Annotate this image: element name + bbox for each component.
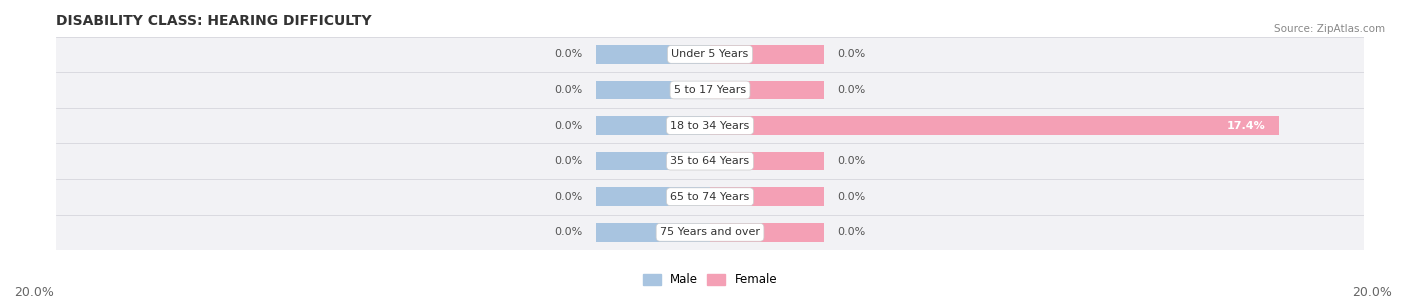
Bar — [596, 116, 710, 135]
Legend: Male, Female: Male, Female — [638, 269, 782, 291]
Bar — [56, 143, 1364, 179]
Bar — [56, 179, 1364, 214]
Bar — [710, 116, 1279, 135]
Text: 20.0%: 20.0% — [1353, 286, 1392, 299]
Bar — [56, 72, 1364, 108]
Text: 5 to 17 Years: 5 to 17 Years — [673, 85, 747, 95]
Text: 0.0%: 0.0% — [554, 192, 582, 202]
Bar — [710, 188, 824, 206]
Bar — [710, 81, 824, 99]
Bar — [596, 45, 710, 64]
Text: 75 Years and over: 75 Years and over — [659, 227, 761, 237]
Text: 0.0%: 0.0% — [838, 192, 866, 202]
Text: 0.0%: 0.0% — [554, 85, 582, 95]
Bar — [56, 214, 1364, 250]
Bar — [596, 152, 710, 170]
Bar — [710, 152, 824, 170]
Bar — [56, 108, 1364, 143]
Text: DISABILITY CLASS: HEARING DIFFICULTY: DISABILITY CLASS: HEARING DIFFICULTY — [56, 15, 371, 28]
Text: 0.0%: 0.0% — [838, 85, 866, 95]
Text: Source: ZipAtlas.com: Source: ZipAtlas.com — [1274, 24, 1385, 34]
Text: Under 5 Years: Under 5 Years — [672, 49, 748, 59]
Text: 0.0%: 0.0% — [554, 120, 582, 131]
Text: 0.0%: 0.0% — [838, 227, 866, 237]
Text: 0.0%: 0.0% — [838, 49, 866, 59]
Bar — [710, 223, 824, 242]
Bar — [710, 45, 824, 64]
Text: 0.0%: 0.0% — [554, 49, 582, 59]
Bar — [56, 37, 1364, 72]
Bar — [596, 223, 710, 242]
Text: 17.4%: 17.4% — [1227, 120, 1265, 131]
Text: 65 to 74 Years: 65 to 74 Years — [671, 192, 749, 202]
Bar — [596, 188, 710, 206]
Text: 18 to 34 Years: 18 to 34 Years — [671, 120, 749, 131]
Text: 0.0%: 0.0% — [554, 227, 582, 237]
Text: 20.0%: 20.0% — [14, 286, 53, 299]
Text: 35 to 64 Years: 35 to 64 Years — [671, 156, 749, 166]
Bar — [596, 81, 710, 99]
Text: 0.0%: 0.0% — [554, 156, 582, 166]
Text: 0.0%: 0.0% — [838, 156, 866, 166]
